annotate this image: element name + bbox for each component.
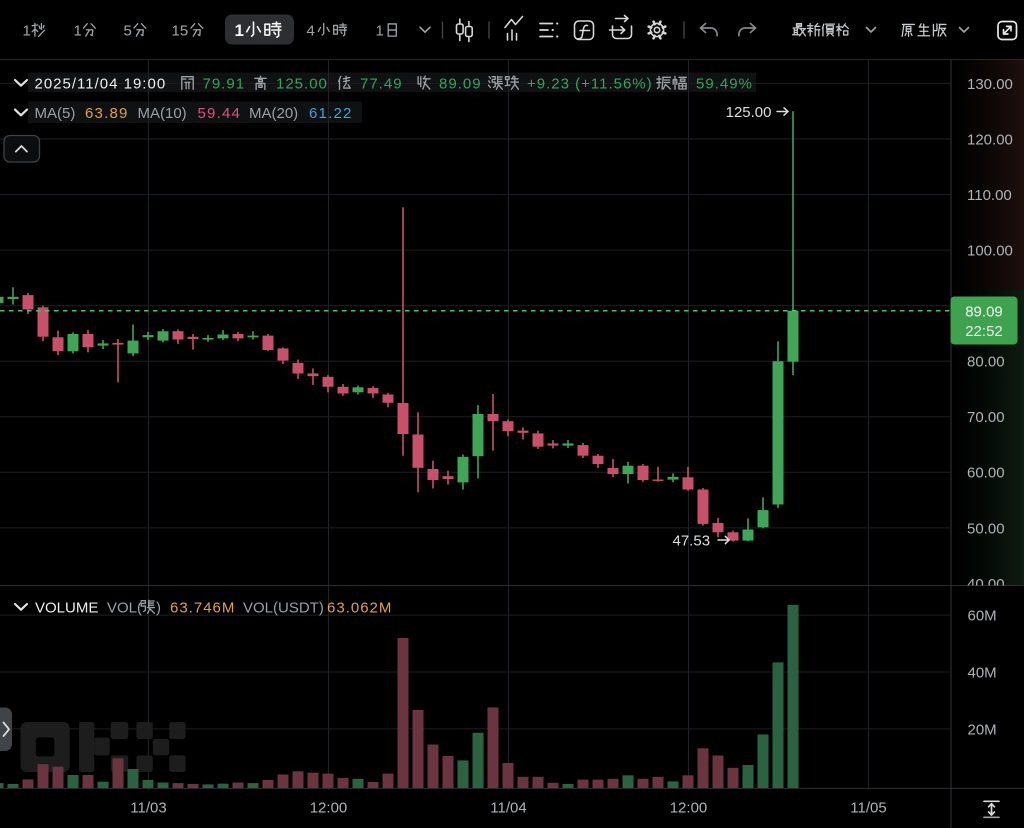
- svg-text:15: 15: [172, 22, 189, 39]
- svg-text:1: 1: [74, 22, 82, 39]
- svg-text:80.00: 80.00: [967, 354, 1005, 371]
- svg-text:59.44: 59.44: [198, 105, 242, 122]
- svg-text:100.00: 100.00: [967, 243, 1013, 260]
- svg-text:60.00: 60.00: [967, 465, 1005, 482]
- svg-text:1: 1: [235, 21, 244, 40]
- svg-text:5: 5: [124, 22, 132, 39]
- svg-text:63.746M: 63.746M: [170, 599, 235, 616]
- svg-text:110.00: 110.00: [967, 187, 1012, 204]
- svg-text:77.49: 77.49: [360, 76, 403, 93]
- svg-text:12:00: 12:00: [310, 799, 348, 816]
- svg-text:MA(10): MA(10): [138, 105, 187, 122]
- svg-text:63.89: 63.89: [85, 105, 129, 122]
- svg-text:47.53: 47.53: [673, 532, 711, 549]
- svg-text:VOLUME: VOLUME: [35, 599, 98, 616]
- svg-text:20M: 20M: [968, 721, 997, 738]
- svg-text:22:52: 22:52: [965, 323, 1003, 340]
- svg-text:4: 4: [307, 22, 315, 39]
- svg-text:VOL(: VOL(: [107, 599, 142, 616]
- svg-text:63.062M: 63.062M: [327, 599, 392, 616]
- svg-text:130.00: 130.00: [967, 76, 1013, 93]
- svg-text:50.00: 50.00: [967, 520, 1005, 537]
- svg-text:1: 1: [23, 22, 31, 39]
- svg-text:MA(5): MA(5): [35, 105, 76, 122]
- svg-text:+9.23 (+11.56%): +9.23 (+11.56%): [527, 76, 653, 93]
- svg-text:60M: 60M: [968, 608, 997, 625]
- svg-text:125.00: 125.00: [726, 104, 772, 121]
- svg-text:MA(20): MA(20): [249, 105, 298, 122]
- svg-text:): ): [156, 599, 161, 616]
- svg-text:11/03: 11/03: [130, 799, 166, 816]
- svg-text:VOL(USDT): VOL(USDT): [243, 599, 324, 616]
- svg-text:40.00: 40.00: [967, 576, 1005, 593]
- svg-text:12:00: 12:00: [670, 799, 708, 816]
- svg-text:89.09: 89.09: [439, 76, 482, 93]
- svg-text:59.49%: 59.49%: [696, 76, 753, 93]
- svg-text:70.00: 70.00: [967, 409, 1005, 426]
- svg-text:2025/11/04 19:00: 2025/11/04 19:00: [35, 76, 167, 93]
- svg-text:40M: 40M: [968, 664, 997, 681]
- svg-text:89.09: 89.09: [965, 304, 1003, 321]
- svg-text:79.91: 79.91: [203, 76, 246, 93]
- svg-text:61.22: 61.22: [309, 105, 353, 122]
- svg-text:125.00: 125.00: [276, 76, 328, 93]
- svg-text:120.00: 120.00: [967, 131, 1013, 148]
- svg-text:11/05: 11/05: [850, 799, 886, 816]
- svg-text:11/04: 11/04: [490, 799, 526, 816]
- svg-text:1: 1: [376, 22, 384, 39]
